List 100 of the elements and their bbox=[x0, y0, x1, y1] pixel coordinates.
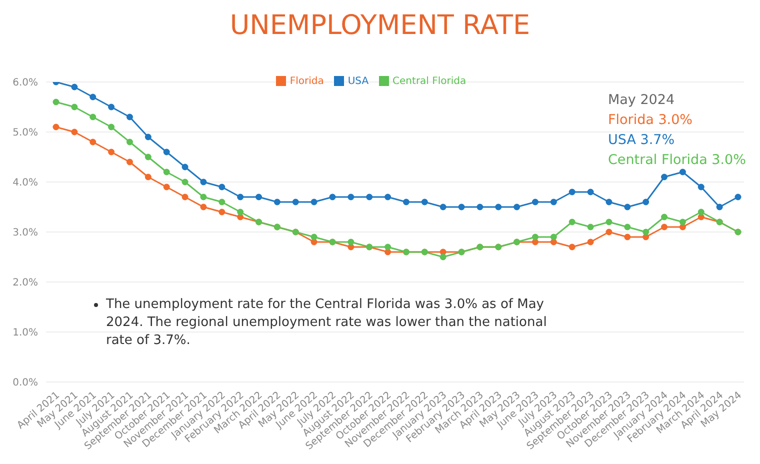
point bbox=[237, 214, 244, 220]
point bbox=[384, 194, 392, 200]
point bbox=[532, 198, 538, 206]
point bbox=[734, 194, 742, 200]
point bbox=[532, 234, 538, 240]
point bbox=[587, 238, 594, 246]
point bbox=[256, 194, 262, 200]
point bbox=[182, 194, 188, 200]
point bbox=[218, 208, 226, 216]
point bbox=[716, 204, 723, 210]
point bbox=[698, 208, 704, 216]
point bbox=[568, 188, 576, 196]
point bbox=[329, 194, 336, 200]
point bbox=[440, 204, 446, 210]
point bbox=[679, 218, 686, 226]
y-tick-label: 3.0% bbox=[12, 228, 38, 239]
point bbox=[476, 204, 484, 210]
point bbox=[458, 204, 465, 210]
point bbox=[71, 128, 78, 136]
point bbox=[421, 198, 428, 206]
point bbox=[163, 148, 170, 156]
text: Florida 3.0% bbox=[608, 112, 693, 128]
point bbox=[550, 234, 557, 240]
point bbox=[237, 208, 244, 216]
point bbox=[52, 98, 60, 106]
point bbox=[679, 224, 686, 230]
point bbox=[587, 224, 594, 230]
point bbox=[624, 234, 631, 240]
y-tick-label: 4.0% bbox=[12, 178, 38, 189]
legend-label: Central Florida bbox=[392, 76, 466, 87]
point bbox=[310, 198, 318, 206]
point bbox=[440, 254, 446, 260]
point bbox=[163, 184, 170, 190]
point bbox=[661, 224, 668, 230]
point bbox=[292, 198, 299, 206]
point bbox=[274, 198, 280, 206]
point bbox=[550, 198, 557, 206]
point bbox=[661, 174, 668, 180]
text: May 2024 bbox=[608, 92, 675, 108]
point bbox=[108, 148, 115, 156]
point bbox=[550, 238, 557, 246]
point bbox=[310, 234, 318, 240]
point bbox=[71, 104, 78, 110]
point bbox=[237, 194, 244, 200]
point bbox=[384, 244, 392, 250]
point bbox=[144, 174, 152, 180]
point bbox=[200, 194, 207, 200]
y-tick-label: 2.0% bbox=[12, 278, 38, 289]
point bbox=[144, 134, 152, 140]
point bbox=[310, 238, 318, 246]
point bbox=[587, 188, 594, 196]
point bbox=[348, 194, 354, 200]
point bbox=[218, 198, 226, 206]
point bbox=[606, 218, 612, 226]
point bbox=[108, 104, 115, 110]
point bbox=[90, 138, 96, 146]
point bbox=[402, 198, 410, 206]
point bbox=[126, 138, 133, 146]
point bbox=[52, 124, 60, 130]
point bbox=[514, 204, 520, 210]
chart-title: UNEMPLOYMENT RATE bbox=[228, 9, 532, 43]
point bbox=[440, 248, 446, 256]
point bbox=[568, 244, 576, 250]
point bbox=[348, 244, 354, 250]
point bbox=[90, 114, 96, 120]
point bbox=[384, 248, 392, 256]
point bbox=[108, 124, 115, 130]
point bbox=[624, 204, 631, 210]
y-tick-label: 0.0% bbox=[12, 378, 38, 389]
point bbox=[218, 184, 226, 190]
point bbox=[163, 168, 170, 176]
point bbox=[90, 94, 96, 100]
y-tick-label: 1.0% bbox=[12, 328, 38, 339]
point bbox=[182, 178, 188, 186]
point bbox=[642, 234, 650, 240]
point bbox=[698, 184, 704, 190]
point bbox=[532, 238, 538, 246]
point bbox=[679, 168, 686, 176]
point bbox=[200, 178, 207, 186]
point bbox=[606, 228, 612, 236]
point bbox=[606, 198, 612, 206]
y-tick-label: 5.0% bbox=[12, 128, 38, 139]
y-tick-label: 6.0% bbox=[12, 78, 38, 89]
point bbox=[642, 198, 650, 206]
point bbox=[495, 204, 502, 210]
point bbox=[144, 154, 152, 160]
annotation: The unemployment rate for the Central Florida was 3.0% as of May 2024. The regional unemployment rate was lower than the national rate of 3.7%. bbox=[106, 296, 548, 350]
legend-label: USA bbox=[348, 76, 369, 87]
legend-label: Florida bbox=[290, 76, 324, 87]
point bbox=[200, 204, 207, 210]
point bbox=[126, 158, 133, 166]
point bbox=[71, 84, 78, 90]
point bbox=[126, 114, 133, 120]
point bbox=[182, 164, 188, 170]
point bbox=[661, 214, 668, 220]
text: USA 3.7% bbox=[608, 132, 675, 148]
text: Central Florida 3.0% bbox=[608, 152, 746, 168]
point bbox=[568, 218, 576, 226]
point bbox=[698, 214, 704, 220]
point bbox=[642, 228, 650, 236]
